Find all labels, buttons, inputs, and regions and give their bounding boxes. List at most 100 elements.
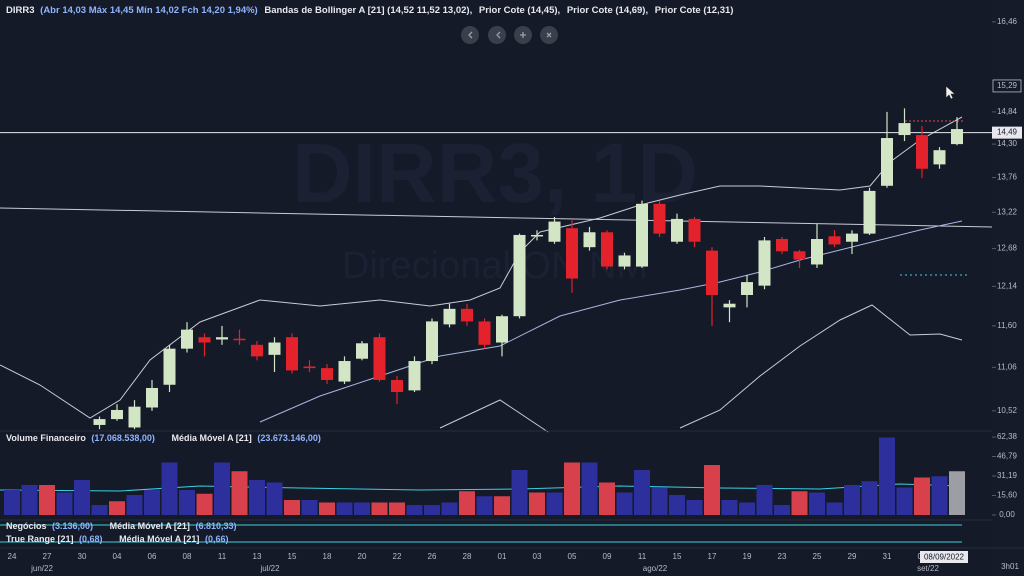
volume-bar — [476, 496, 493, 515]
volume-bar — [371, 502, 388, 515]
volume-bar — [704, 465, 720, 515]
volume-title: Volume Financeiro (17.068.538,00) Média … — [6, 433, 321, 443]
candle-body — [408, 361, 421, 391]
candle-body — [443, 308, 456, 325]
label: Média Móvel A [21] — [171, 433, 251, 443]
volume-bar — [179, 490, 195, 515]
y-tick-label: 11,60 — [997, 321, 1017, 330]
x-tick-label: 13 — [253, 552, 262, 561]
volume-bar — [931, 476, 948, 515]
volume-bar — [879, 437, 895, 515]
candle-body — [128, 406, 141, 428]
candle-body — [758, 240, 771, 286]
indicator: Bandas de Bollinger A [21] (14,52 11,52 … — [264, 5, 472, 16]
candle-body — [688, 218, 701, 242]
toolbar — [461, 26, 558, 44]
candle-body — [111, 409, 123, 420]
x-tick-label: 23 — [778, 552, 787, 561]
volume-bar — [354, 502, 370, 515]
candle-body — [496, 316, 508, 343]
x-tick-label: 06 — [148, 552, 157, 561]
y-tick-label: 12,68 — [997, 244, 1018, 253]
month-label: jun/22 — [30, 564, 53, 573]
x-tick-label: 08 — [183, 552, 192, 561]
volume-bar — [564, 462, 580, 515]
panel-title: True Range [21] (0,68) Média Móvel A [21… — [6, 534, 228, 544]
candle-body — [93, 419, 106, 425]
volume-bar — [739, 502, 755, 515]
candle-body — [461, 308, 473, 322]
volume-bar — [126, 495, 143, 515]
label: Negócios — [6, 521, 47, 531]
candle-body — [933, 150, 946, 165]
volume-bar — [634, 470, 650, 515]
volume-bar — [686, 500, 703, 515]
toolbar-button[interactable] — [461, 26, 479, 44]
volume-bar — [721, 500, 738, 515]
candle-body — [268, 342, 281, 355]
x-tick-label: 28 — [463, 552, 472, 561]
volume-bar — [109, 501, 125, 515]
bollinger-lower — [679, 304, 963, 429]
y-tick-label: 12,14 — [997, 281, 1018, 290]
x-tick-label: 29 — [848, 552, 857, 561]
watermark-ticker: DIRR3, 1D — [292, 126, 698, 220]
indicator: Prior Cote (14,69), — [567, 5, 648, 16]
x-tick-label: 03 — [533, 552, 542, 561]
y-tick-label: 62,38 — [997, 432, 1018, 441]
value: (0,68) — [79, 534, 103, 544]
candle-body — [916, 135, 928, 169]
volume-bar — [896, 487, 913, 515]
x-tick-label: 11 — [218, 552, 227, 561]
candle-body — [881, 138, 893, 186]
value: (23.673.146,00) — [257, 433, 321, 443]
volume-bar — [651, 487, 668, 515]
y-tick-label: 16,46 — [997, 17, 1018, 26]
volume-bar — [389, 502, 405, 515]
candle-body — [583, 232, 596, 248]
value: (6.810,33) — [195, 521, 236, 531]
volume-bar — [424, 505, 440, 515]
volume-bar — [91, 505, 108, 515]
x-tick-label: 19 — [743, 552, 752, 561]
y-tick-label: 14,30 — [997, 139, 1018, 148]
volume-bar — [529, 492, 545, 515]
value: (17.068.538,00) — [91, 433, 155, 443]
candle-body — [776, 239, 788, 252]
y-tick-label: 15,60 — [997, 491, 1018, 500]
volume-bar — [459, 491, 475, 515]
candle-body — [618, 255, 631, 267]
y-tick-label: 14,84 — [997, 107, 1018, 116]
candle-body — [951, 129, 963, 145]
volume-bar — [599, 482, 615, 515]
indicator: Prior Cote (12,31) — [655, 5, 734, 16]
month-label: ago/22 — [643, 564, 668, 573]
candle-body — [898, 123, 911, 136]
y-tick-label: 31,19 — [997, 471, 1018, 480]
candle-body — [233, 338, 246, 341]
candle-body — [373, 337, 386, 380]
candle-body — [286, 337, 298, 371]
value: (0,66) — [205, 534, 229, 544]
volume-bar — [39, 485, 55, 515]
time-label: 3h01 — [1001, 562, 1019, 571]
volume-bar — [494, 496, 510, 515]
bollinger-lower — [439, 399, 549, 433]
candle-body — [828, 236, 841, 245]
x-tick-label: 22 — [393, 552, 402, 561]
price-axis-bg — [992, 0, 1024, 576]
volume-bar — [319, 502, 335, 515]
watermark-name: Direcional ON NM — [342, 245, 648, 287]
y-tick-label: 46,79 — [997, 452, 1018, 461]
candle-body — [181, 329, 193, 349]
volume-bar — [861, 481, 878, 515]
x-tick-label: 30 — [78, 552, 87, 561]
ohlc: (Abr 14,03 Máx 14,45 Mín 14,02 Fch 14,20… — [40, 5, 258, 16]
volume-bar — [284, 500, 300, 515]
candle-body — [146, 387, 158, 408]
volume-bar — [214, 462, 230, 515]
volume-bar — [844, 485, 860, 515]
candle-body — [198, 337, 211, 343]
candle-body — [338, 361, 351, 382]
volume-bar — [914, 477, 930, 515]
